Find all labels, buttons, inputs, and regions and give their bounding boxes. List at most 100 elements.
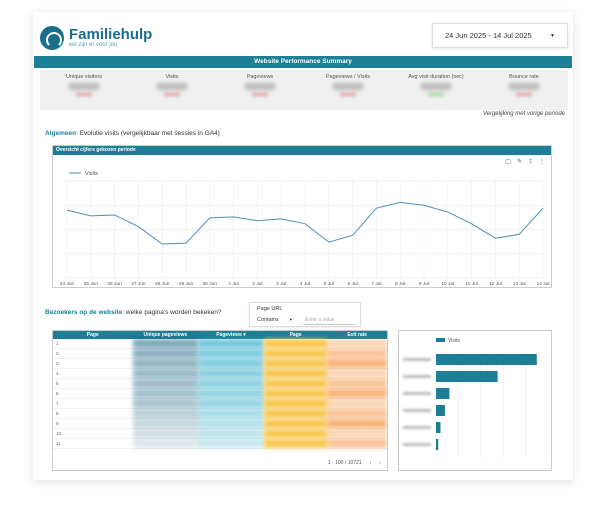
table-row[interactable]: 7. [53,399,387,409]
cell-pageviews [198,419,264,428]
bar-category-label [403,358,431,361]
row-number: 1. [56,341,60,346]
cell-pageviews [198,409,264,418]
table-row[interactable]: 3. [53,359,387,369]
series-line-visits [66,201,544,245]
column-header-page-2[interactable]: Page [289,332,302,338]
column-header-pageviews[interactable]: Pageviews ▾ [216,332,246,338]
table-row[interactable]: 10. [53,429,387,439]
cell-unique-pageviews [132,389,199,398]
chevron-down-icon: ▼ [288,317,293,322]
row-number: 10. [56,431,63,436]
cell-page [263,439,328,448]
x-tick-label: 27 Jun [131,281,146,287]
metric-pageviews: Pageviews [216,70,304,110]
table-body: 1. 2. 3. 4. 5. 6. 7. 8. 9. 10. 11. [53,339,387,449]
table-row[interactable]: 5. [53,379,387,389]
filter-operator-select[interactable]: Contains ▼ [257,317,293,323]
bar [436,439,439,450]
chevron-left-icon[interactable]: ‹ [369,460,372,466]
bar [436,354,537,365]
x-tick-label: 12 Jul [489,281,502,287]
cell-unique-pageviews [132,409,199,418]
x-tick-label: 5 Jul [324,281,334,287]
cell-pageviews [198,359,264,368]
x-tick-label: 11 Jul [465,281,477,287]
cell-unique-pageviews [132,429,199,438]
cell-page [263,349,328,358]
cell-unique-pageviews [132,359,199,368]
date-range-picker[interactable]: 24 Jun 2025 - 14 Jul 2025 ▼ [432,23,568,48]
chevron-right-icon[interactable]: › [379,460,381,466]
column-header-exit-rate[interactable]: Exit rate [347,332,368,338]
table-row[interactable]: 11. [53,439,387,449]
more-icon[interactable]: ⋮ [539,159,545,165]
table-row[interactable]: 6. [53,389,387,399]
visits-bar-chart: Visits [403,338,549,459]
filter-label: Page URL [257,306,283,312]
cell-page [263,369,328,378]
cell-exit-rate [327,389,387,398]
page-url-filter: Page URL Contains ▼ Enter a value [249,302,361,327]
cell-pageviews [198,369,264,378]
bar-category-label [403,375,431,378]
cell-unique-pageviews [132,379,199,388]
bar-category-label [403,392,431,395]
column-header-page[interactable]: Page [86,332,99,338]
cell-unique-pageviews [132,349,199,358]
pager-range: 1 - 100 / 10721 [328,460,362,466]
bar [436,405,445,416]
legend-label: Visits [85,171,98,177]
cell-page [263,409,328,418]
brand-title: Familiehulp [69,26,153,43]
comment-icon[interactable]: ▢ [505,159,511,165]
column-header-unique-pageviews[interactable]: Unique pageviews [143,332,188,338]
row-number: 5. [56,381,60,386]
x-tick-label: 2 Jul [252,281,262,287]
bar-category-label [403,426,431,429]
cell-pageviews [198,349,264,358]
row-number: 8. [56,411,60,416]
export-icon[interactable]: ⇪ [527,159,533,165]
cell-exit-rate [327,379,387,388]
cell-exit-rate [327,409,387,418]
pages-table: Page Unique pageviews Pageviews ▾ Page E… [52,330,388,471]
cell-exit-rate [327,359,387,368]
table-row[interactable]: 2. [53,349,387,359]
line-chart-card: Overzicht cijfers gekozen periode ▢ ✎ ⇪ … [52,145,552,288]
metric-bounce-rate: Bounce rate [480,70,568,110]
brand-tagline: we zijn er voor jou [69,42,118,48]
x-tick-label: 1 Jul [229,281,239,287]
row-number: 9. [56,421,60,426]
table-row[interactable]: 9. [53,419,387,429]
summary-title: Website Performance Summary [34,56,572,68]
x-tick-label: 9 Jul [419,281,429,287]
x-tick-label: 24 Jun [60,281,75,287]
table-row[interactable]: 4. [53,369,387,379]
filter-value-input[interactable]: Enter a value [303,316,355,325]
metric-unique-visitors: Unique visitors [40,70,128,110]
row-number: 3. [56,361,60,366]
cell-exit-rate [327,429,387,438]
row-number: 4. [56,371,60,376]
bar-category-label [403,409,431,412]
line-chart-header: Overzicht cijfers gekozen periode [53,146,551,155]
bar [436,371,498,382]
cell-exit-rate [327,339,387,348]
table-row[interactable]: 8. [53,409,387,419]
cell-pageviews [198,429,264,438]
cell-exit-rate [327,349,387,358]
metric-visits: Visits [128,70,216,110]
cell-exit-rate [327,439,387,448]
cell-page [263,419,328,428]
metrics-scorecards: Unique visitors Visits Pageviews Pagevie… [40,70,568,110]
cell-page [263,389,328,398]
cell-pageviews [198,339,264,348]
edit-icon[interactable]: ✎ [516,159,522,165]
x-tick-label: 25 Jun [84,281,99,287]
table-row[interactable]: 1. [53,339,387,349]
cell-pageviews [198,439,264,448]
visits-line-chart: Visits 24 Jun 25 Jun 26 Jun 27 Jun 28 Jun 29 … [60,171,550,287]
row-number: 2. [56,351,60,356]
x-tick-label: 7 Jul [371,281,381,287]
